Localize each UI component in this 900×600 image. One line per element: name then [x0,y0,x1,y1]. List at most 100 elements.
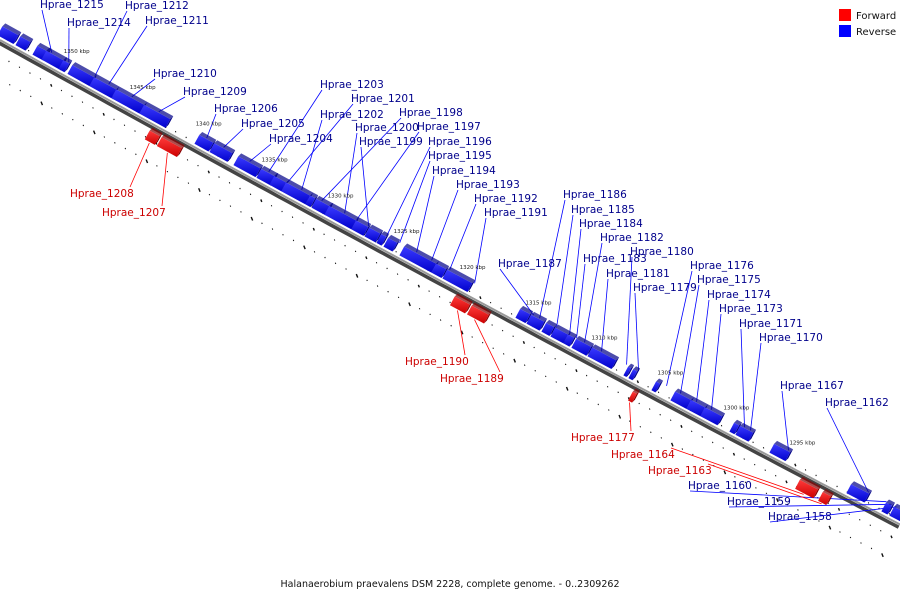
reverse-gene-box [351,217,372,236]
reverse-gene-box [889,503,900,522]
reverse-gene-label: Hprae_1162 [825,397,889,409]
tick-label: 1345 kbp [130,85,156,91]
reverse-gene-label: Hprae_1202 [320,109,384,121]
reverse-gene-label: Hprae_1186 [563,189,627,201]
position-ticks: 1350 kbp 1345 kbp 1340 kbp 1335 kbp 1330 kbp… [64,49,816,447]
reverse-gene-label: Hprae_1192 [474,193,538,205]
reverse-gene-box [846,481,873,503]
legend-forward-swatch [839,9,851,21]
reverse-gene-box [735,422,757,442]
reverse-gene-label: Hprae_1200 [355,122,419,134]
forward-gene-label: Hprae_1177 [571,432,635,444]
reverse-gene-label: Hprae_1209 [183,86,247,98]
reverse-gene-label: Hprae_1215 [40,0,104,11]
label-leader-lines [41,9,897,523]
reverse-gene-label: Hprae_1176 [690,260,754,272]
reverse-gene-label: Hprae_1184 [579,218,643,230]
reverse-gene-label: Hprae_1160 [688,480,752,492]
reverse-gene-box [399,243,440,273]
reverse-gene-label: Hprae_1194 [432,165,496,177]
forward-gene-label: Hprae_1207 [102,207,166,219]
forward-gene-box [818,489,834,506]
forward-gene-label: Hprae_1163 [648,465,712,477]
forward-gene-box [795,476,821,499]
reverse-gene-label: Hprae_1214 [67,17,131,29]
reverse-gene-box [364,224,384,243]
legend-forward-label: Forward [856,11,896,22]
tick-label: 1350 kbp [64,49,90,55]
reverse-gene-box [0,23,22,45]
reverse-gene-label: Hprae_1199 [359,136,423,148]
reverse-gene-box [58,57,73,73]
reverse-gene-label: Hprae_1185 [571,204,635,216]
tick-label: 1310 kbp [592,336,618,342]
reverse-gene-label: Hprae_1197 [417,121,481,133]
reverse-gene-label: Hprae_1204 [269,133,333,145]
forward-gene-box [449,293,473,314]
reverse-gene-box [700,404,726,426]
reverse-gene-box [209,140,236,162]
reverse-gene-label: Hprae_1201 [351,93,415,105]
reverse-gene-label: Hprae_1195 [428,150,492,162]
reverse-gene-label: Hprae_1170 [759,332,823,344]
reverse-gene-box [376,231,390,246]
reverse-gene-label: Hprae_1173 [719,303,783,315]
tick-label: 1295 kbp [789,440,815,446]
reverse-gene-label: Hprae_1179 [633,282,697,294]
reverse-gene-box [383,234,401,252]
reverse-gene-label: Hprae_1196 [428,136,492,148]
reverse-gene-label: Hprae_1187 [498,258,562,270]
reverse-gene-box [769,440,794,462]
reverse-gene-box [139,101,174,128]
reverse-gene-box [15,33,34,51]
tick-label: 1330 kbp [328,193,354,199]
reverse-gene-label: Hprae_1175 [697,274,761,286]
reverse-gene-box [194,132,217,152]
legend-reverse-swatch [839,25,851,37]
forward-gene-label: Hprae_1189 [440,373,504,385]
reverse-gene-box [628,366,641,381]
forward-gene-box [628,388,640,403]
reverse-gene-label: Hprae_1193 [456,179,520,191]
reverse-gene-box [729,419,743,435]
reverse-gene-label: Hprae_1211 [145,15,209,27]
reverse-gene-box [233,153,264,178]
tick-label: 1300 kbp [723,406,749,412]
reverse-gene-label: Hprae_1181 [606,268,670,280]
tick-label: 1325 kbp [394,229,420,235]
genome-backbone [0,39,900,529]
tick-label: 1340 kbp [196,121,222,127]
forward-gene-box [144,127,163,145]
gene-labels: Hprae_1215 Hprae_1214 Hprae_1212 Hprae_1211… [40,0,889,523]
map-caption: Halanaerobium praevalens DSM 2228, compl… [281,579,620,590]
reverse-gene-label: Hprae_1212 [125,0,189,12]
forward-gene-box [156,134,185,157]
legend-reverse-label: Reverse [856,27,896,38]
reverse-gene-box [515,305,534,324]
reverse-gene-box [651,378,664,393]
legend: Forward Reverse [839,9,896,38]
reverse-gene-box [526,311,548,331]
reverse-gene-label: Hprae_1210 [153,68,217,80]
reverse-gene-label: Hprae_1158 [768,511,832,523]
reverse-gene-box [442,266,476,292]
reverse-gene-label: Hprae_1198 [399,107,463,119]
tick-label: 1315 kbp [526,300,552,306]
reverse-gene-label: Hprae_1203 [320,79,384,91]
reverse-gene-box [623,363,635,377]
tick-label: 1335 kbp [262,158,288,164]
forward-gene-box [466,302,492,324]
reverse-gene-label: Hprae_1206 [214,103,278,115]
reverse-gene-box [571,335,595,356]
reverse-gene-box [563,331,578,347]
tick-label: 1305 kbp [658,371,684,377]
reverse-gene-box [431,260,450,278]
reverse-gene-box [541,319,558,336]
reverse-gene-box [881,499,896,515]
forward-gene-label: Hprae_1190 [405,356,469,368]
reverse-gene-label: Hprae_1205 [241,118,305,130]
tick-label: 1320 kbp [460,265,486,271]
reverse-gene-label: Hprae_1167 [780,380,844,392]
reverse-gene-label: Hprae_1182 [600,232,664,244]
